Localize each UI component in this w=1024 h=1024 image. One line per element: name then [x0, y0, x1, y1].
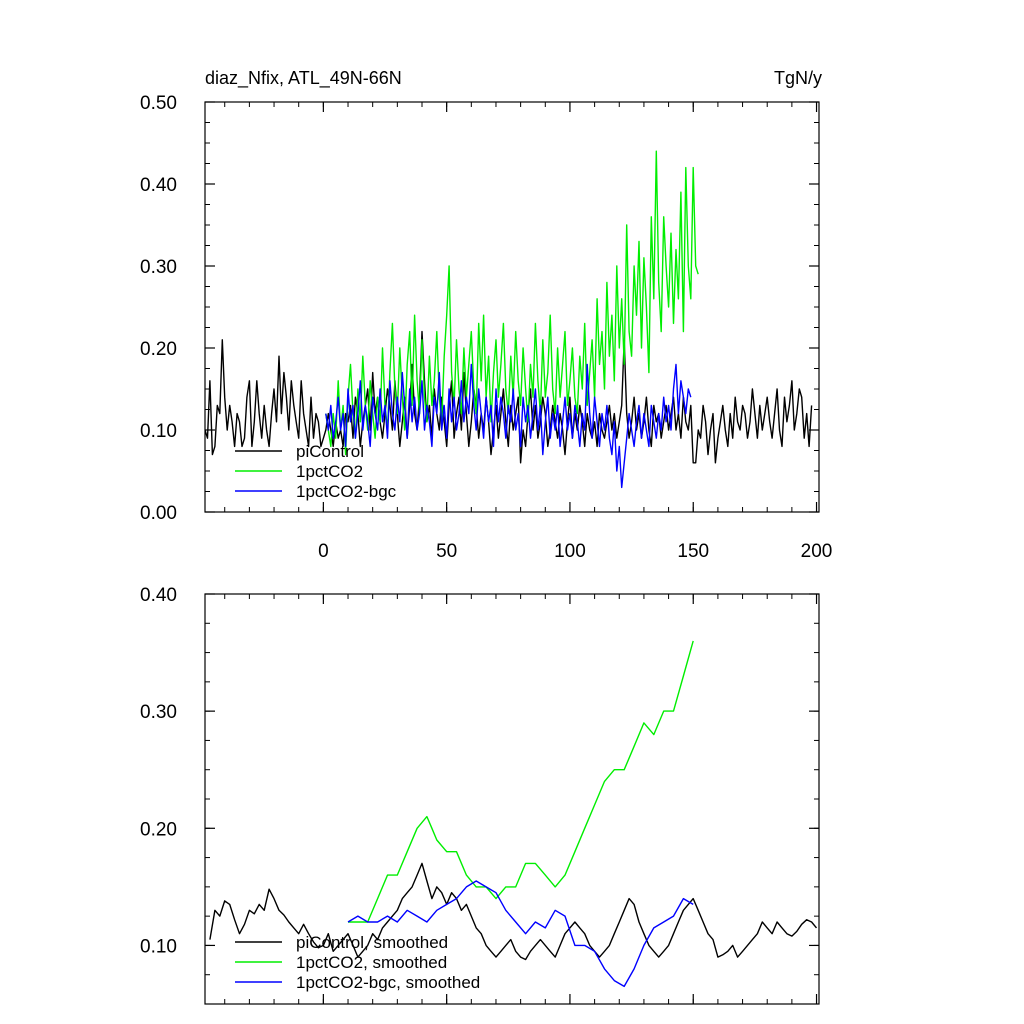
upper-legend: piControl 1pctCO2 1pctCO2-bgc	[235, 442, 397, 501]
series-line-picontrol-smoothed	[209, 862, 818, 961]
legend-label-picontrol-smoothed: piControl, smoothed	[296, 933, 448, 952]
legend-label-1pctco2: 1pctCO2	[296, 462, 363, 481]
series-line-1pctco2-smoothed	[348, 640, 694, 923]
legend-label-1pctco2-smoothed: 1pctCO2, smoothed	[296, 953, 447, 972]
upper-x-tick-label: 200	[801, 541, 833, 562]
upper-axis-ticks: 0 50 100 150 200 0.00 0.10 0.20 0.30 0.40 0.50	[140, 93, 832, 562]
upper-x-tick-label: 100	[554, 541, 586, 562]
lower-axis-ticks: 0.10 0.20 0.30 0.40	[140, 585, 819, 1005]
lower-y-tick-label: 0.40	[140, 585, 177, 606]
upper-plot-frame	[204, 101, 820, 513]
series-line-1pctco2-bgc	[325, 363, 692, 489]
legend-label-1pctco2-bgc-smoothed: 1pctCO2-bgc, smoothed	[296, 973, 480, 992]
lower-y-tick-label: 0.20	[140, 819, 177, 840]
upper-x-tick-label: 50	[436, 541, 457, 562]
legend-label-picontrol: piControl	[296, 442, 364, 461]
lower-y-tick-label: 0.30	[140, 702, 177, 723]
upper-y-tick-label: 0.40	[140, 175, 177, 196]
units-label: TgN/y	[774, 68, 822, 88]
upper-y-tick-label: 0.20	[140, 339, 177, 360]
chart-title: diaz_Nfix, ATL_49N-66N	[205, 68, 402, 89]
upper-y-tick-label: 0.00	[140, 503, 177, 524]
legend-label-1pctco2-bgc: 1pctCO2-bgc	[296, 482, 397, 501]
lower-plot-frame	[204, 593, 820, 1005]
upper-y-tick-label: 0.50	[140, 93, 177, 114]
series-line-picontrol	[205, 330, 813, 464]
upper-x-tick-label: 150	[677, 541, 709, 562]
upper-x-tick-label: 0	[318, 541, 329, 562]
upper-y-tick-label: 0.30	[140, 257, 177, 278]
series-line-1pctco2-bgc-smoothed	[347, 880, 694, 988]
lower-y-tick-label: 0.10	[140, 936, 177, 957]
lower-series	[209, 640, 818, 988]
lower-panel: 0.10 0.20 0.30 0.40 piControl, smoothed 1pc…	[140, 585, 820, 1005]
lower-legend: piControl, smoothed 1pctCO2, smoothed 1p…	[235, 933, 480, 992]
upper-y-tick-label: 0.10	[140, 421, 177, 442]
upper-panel: diaz_Nfix, ATL_49N-66N TgN/y 0 50 100 150 20…	[140, 68, 832, 562]
upper-series	[205, 150, 813, 489]
